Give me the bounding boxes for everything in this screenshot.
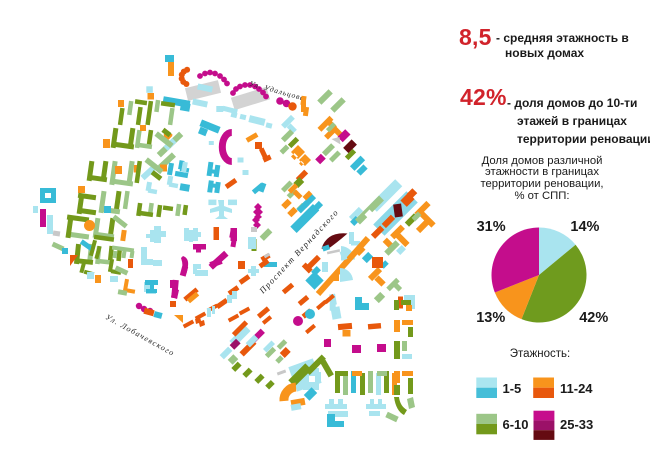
svg-text:Ул. Лобачевского: Ул. Лобачевского	[104, 312, 176, 358]
